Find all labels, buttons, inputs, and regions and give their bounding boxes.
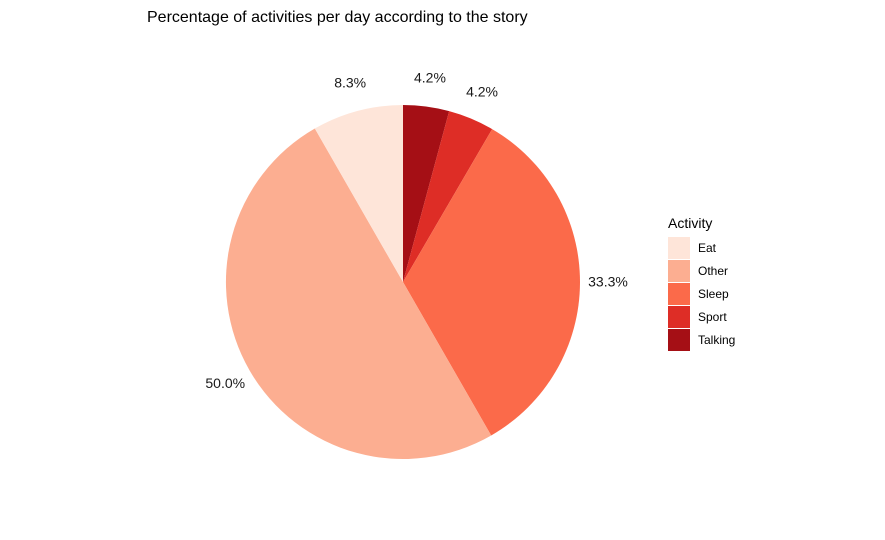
legend-title: Activity xyxy=(668,215,712,231)
legend-key-sleep xyxy=(668,283,690,305)
legend: Activity Eat Other Sleep Sport Talking xyxy=(668,215,735,351)
legend-key-sport xyxy=(668,306,690,328)
pct-label-eat: 8.3% xyxy=(334,75,366,91)
pct-label-sleep: 33.3% xyxy=(588,273,628,289)
legend-label-sport: Sport xyxy=(698,310,727,324)
legend-label-talking: Talking xyxy=(698,333,735,347)
legend-key-other xyxy=(668,260,690,282)
legend-label-other: Other xyxy=(698,264,728,278)
pie-slice-talking xyxy=(403,105,450,282)
percentage-labels: 4.2% 4.2% 33.3% 50.0% 8.3% xyxy=(205,69,627,390)
pct-label-talking: 4.2% xyxy=(414,69,446,85)
chart-title: Percentage of activities per day accordi… xyxy=(147,9,528,26)
legend-label-sleep: Sleep xyxy=(698,287,729,301)
pie-slice-other xyxy=(225,128,492,460)
pct-label-sport: 4.2% xyxy=(466,84,498,100)
pie-slice-eat xyxy=(314,105,403,282)
pie-slices xyxy=(225,105,581,460)
pct-label-other: 50.0% xyxy=(205,375,245,391)
legend-label-eat: Eat xyxy=(698,241,717,255)
legend-key-talking xyxy=(668,329,690,351)
pie-slice-sport xyxy=(403,111,493,283)
legend-key-eat xyxy=(668,237,690,259)
pie-slice-sleep xyxy=(403,129,581,436)
